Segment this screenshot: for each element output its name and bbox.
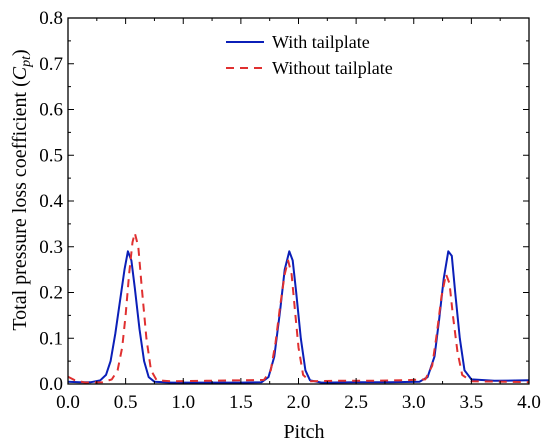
x-tick-label: 4.0 xyxy=(517,392,541,413)
with-tailplate-line xyxy=(67,250,530,384)
x-tick-label: 0.5 xyxy=(114,392,138,413)
y-tick-label: 0.3 xyxy=(39,237,63,258)
y-axis-label-close: ) xyxy=(9,49,31,56)
legend-label-with-tailplate: With tailplate xyxy=(272,32,370,52)
y-tick-label: 0.8 xyxy=(39,8,63,29)
legend: With tailplate Without tailplate xyxy=(226,32,393,78)
y-axis-label-text: Total pressure loss coefficient ( xyxy=(9,80,31,331)
x-tick-label: 3.0 xyxy=(402,392,426,413)
y-tick-label: 0.6 xyxy=(39,100,63,121)
y-tick-label: 0.4 xyxy=(39,191,63,212)
y-axis-label: Total pressure loss coefficient (Cpt) xyxy=(9,49,34,330)
x-tick-label: 3.5 xyxy=(460,392,484,413)
y-tick-label: 0.0 xyxy=(39,374,63,395)
y-tick-label: 0.5 xyxy=(39,145,63,166)
x-axis-label: Pitch xyxy=(283,421,324,443)
ticks-layer: 0.0 0.5 1.0 1.5 2.0 2.5 3.0 3.5 4.0 0.0 0.1 0.2 0.3 0… xyxy=(39,8,541,413)
series-layer xyxy=(67,232,530,384)
x-tick-label: 1.5 xyxy=(229,392,253,413)
x-tick-label: 2.0 xyxy=(287,392,311,413)
y-axis-label-symbol: C xyxy=(9,66,31,80)
y-tick-label: 0.1 xyxy=(39,328,63,349)
legend-label-without-tailplate: Without tailplate xyxy=(272,58,393,78)
x-tick-label: 0.0 xyxy=(56,392,80,413)
without-tailplate-line xyxy=(67,232,530,384)
x-tick-label: 1.0 xyxy=(171,392,195,413)
y-axis-label-subscript: pt xyxy=(19,55,34,68)
x-tick-label: 2.5 xyxy=(344,392,368,413)
y-tick-label: 0.2 xyxy=(39,283,63,304)
y-tick-label: 0.7 xyxy=(39,54,63,75)
